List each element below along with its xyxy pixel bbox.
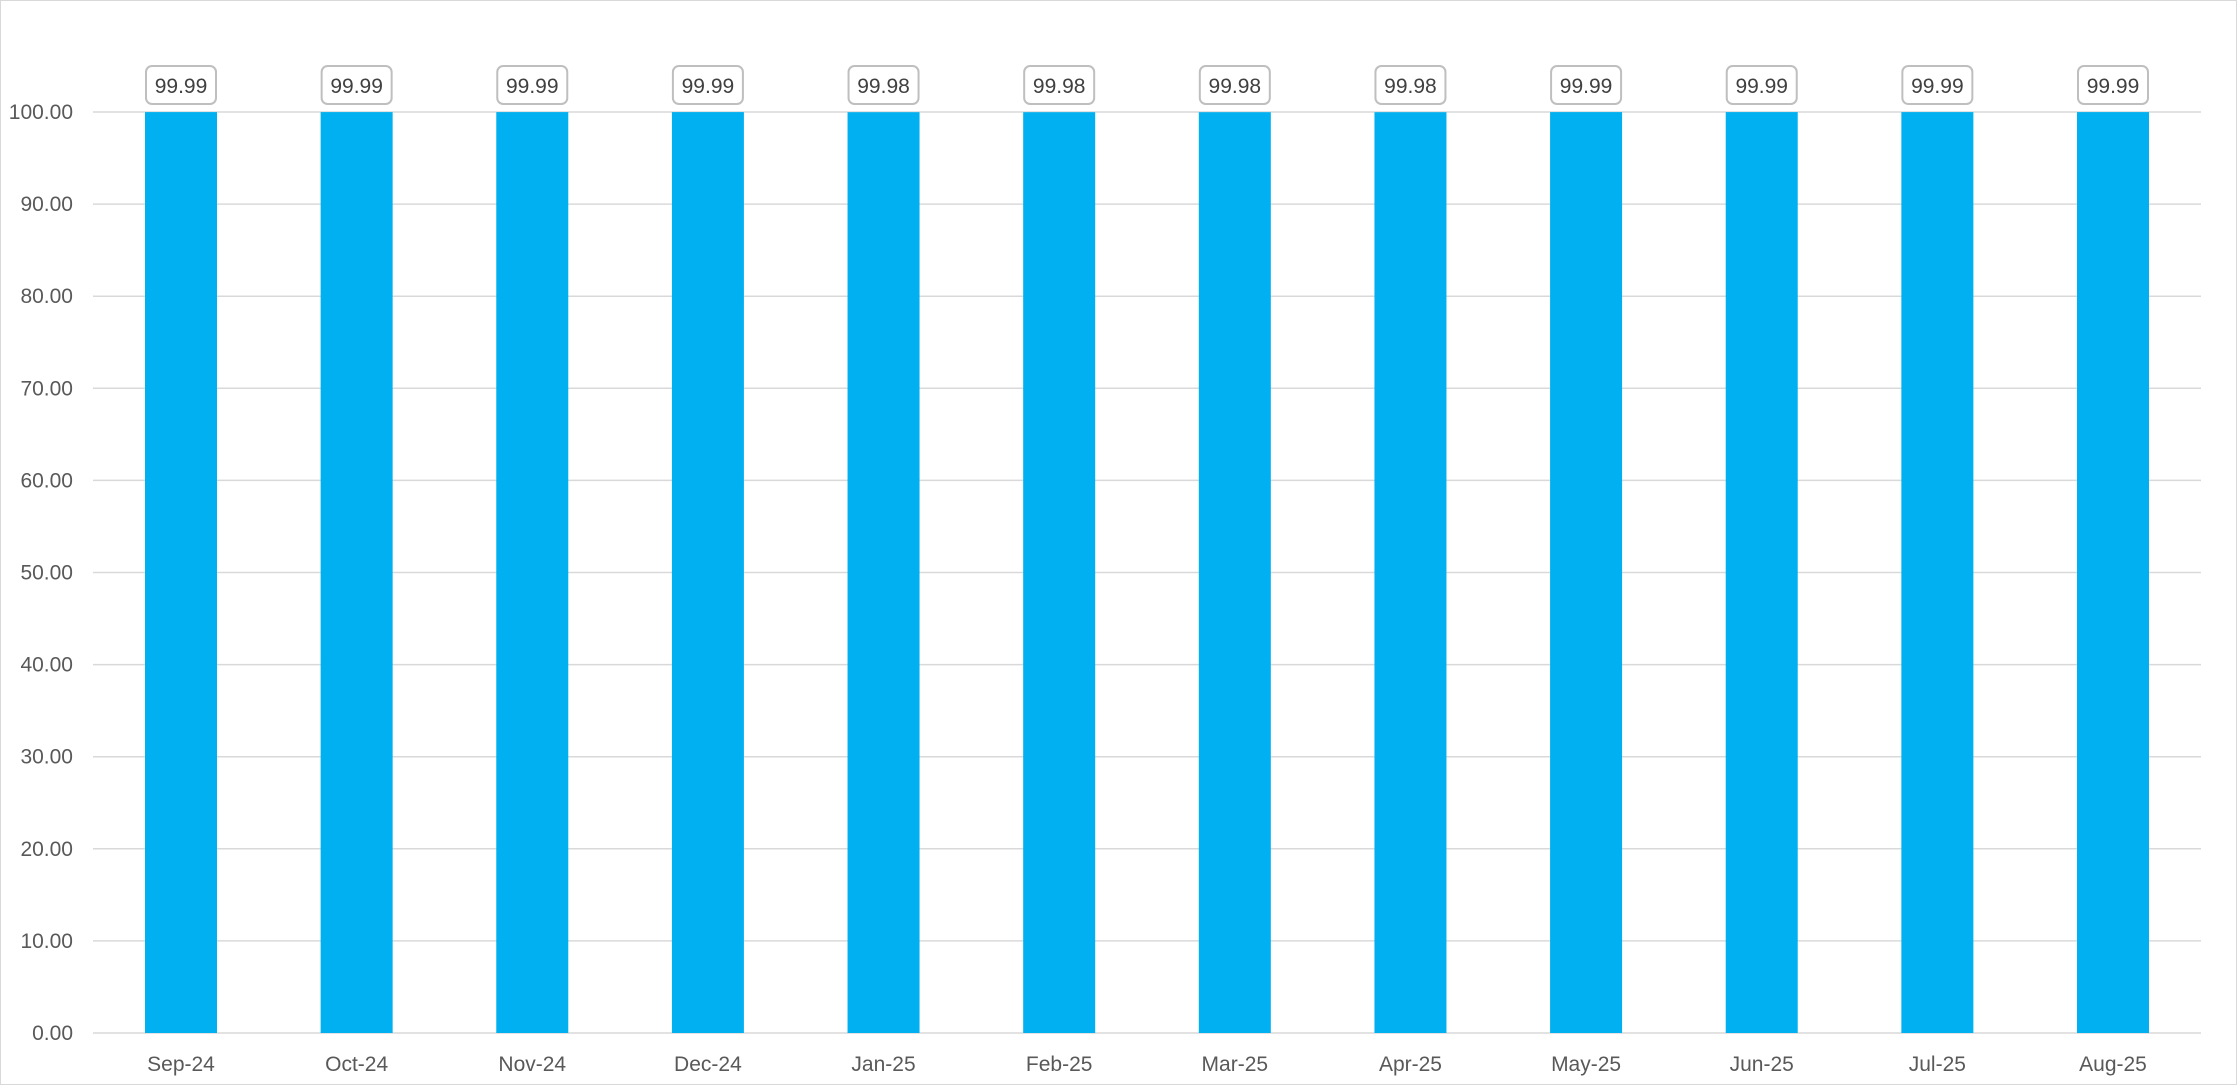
bar <box>1725 112 1798 1033</box>
bar <box>847 112 920 1033</box>
bar <box>1374 112 1447 1033</box>
x-tick-label: Mar-25 <box>1202 1053 1269 1076</box>
x-tick-label: Jan-25 <box>851 1053 915 1076</box>
bar <box>1023 112 1096 1033</box>
y-tick-label: 30.00 <box>20 746 73 769</box>
data-label: 99.99 <box>506 75 559 98</box>
y-tick-label: 90.00 <box>20 193 73 216</box>
data-label-box <box>2077 65 2149 105</box>
y-tick-label: 50.00 <box>20 562 73 585</box>
bar <box>496 112 569 1033</box>
data-label-box <box>1374 65 1447 105</box>
data-label: 99.99 <box>1911 75 1964 98</box>
x-tick-label: Nov-24 <box>498 1053 566 1076</box>
bar <box>1901 112 1974 1033</box>
data-label: 99.99 <box>330 75 383 98</box>
data-label-box <box>496 65 569 105</box>
bar <box>1550 112 1623 1033</box>
data-label: 99.99 <box>2087 75 2140 98</box>
x-tick-label: May-25 <box>1551 1053 1621 1076</box>
bar <box>671 112 744 1033</box>
data-label-box <box>847 65 920 105</box>
y-tick-label: 20.00 <box>20 838 73 861</box>
data-label-box <box>1550 65 1623 105</box>
data-label: 99.98 <box>857 75 910 98</box>
x-axis-tick-labels: Sep-24 Oct-24 Nov-24 Dec-24 Jan-25 Feb-25 Mar-… <box>147 1053 2147 1076</box>
y-tick-label: 0.00 <box>32 1022 73 1045</box>
y-tick-label: 10.00 <box>20 930 73 953</box>
data-label-box <box>1198 65 1271 105</box>
y-tick-label: 40.00 <box>20 654 73 677</box>
data-label: 99.98 <box>1033 75 1086 98</box>
y-tick-label: 60.00 <box>20 469 73 492</box>
data-label: 99.99 <box>1735 75 1788 98</box>
bar <box>2077 112 2149 1033</box>
data-label-box <box>671 65 744 105</box>
x-tick-label: Aug-25 <box>2079 1053 2147 1076</box>
bar <box>320 112 393 1033</box>
x-tick-label: Jul-25 <box>1909 1053 1966 1076</box>
x-tick-label: Apr-25 <box>1379 1053 1442 1076</box>
bar <box>145 112 217 1033</box>
y-tick-label: 70.00 <box>20 377 73 400</box>
data-label-box <box>320 65 393 105</box>
y-axis-tick-labels: 0.00 10.00 20.00 30.00 40.00 50.00 60.00 70.00 8… <box>9 101 73 1045</box>
bars <box>145 112 2149 1033</box>
data-label: 99.98 <box>1209 75 1262 98</box>
y-tick-label: 80.00 <box>20 285 73 308</box>
data-label: 99.98 <box>1384 75 1437 98</box>
x-tick-label: Feb-25 <box>1026 1053 1093 1076</box>
data-label: 99.99 <box>1560 75 1613 98</box>
data-label: 99.99 <box>155 75 208 98</box>
data-label: 99.99 <box>682 75 735 98</box>
x-tick-label: Dec-24 <box>674 1053 742 1076</box>
y-tick-label: 100.00 <box>9 101 73 124</box>
data-label-box <box>1901 65 1974 105</box>
x-tick-label: Oct-24 <box>325 1053 388 1076</box>
bar <box>1198 112 1271 1033</box>
x-tick-label: Jun-25 <box>1730 1053 1794 1076</box>
data-label-box <box>1725 65 1798 105</box>
x-tick-label: Sep-24 <box>147 1053 215 1076</box>
data-labels: 99.99 99.99 99.99 99.99 99.98 99.98 99.98 99.98… <box>145 65 2149 105</box>
gridlines <box>93 111 2201 1034</box>
data-label-box <box>1023 65 1096 105</box>
data-label-box <box>145 65 217 105</box>
